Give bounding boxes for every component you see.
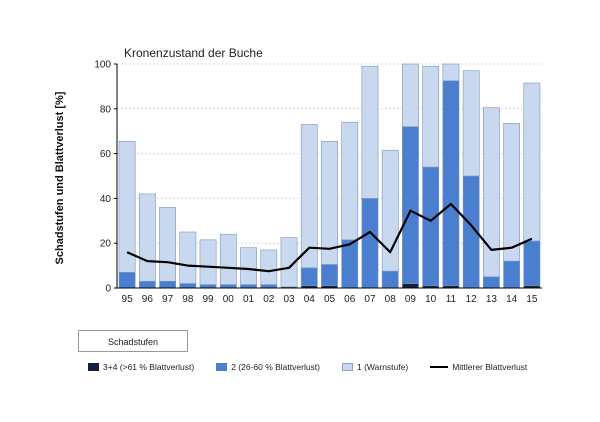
bar-segment-2 <box>341 121 359 241</box>
x-tick-label: 96 <box>142 294 154 305</box>
legend-item-severe: 3+4 (>61 % Blattverlust) <box>88 362 194 372</box>
bar-segment-1 <box>483 276 500 289</box>
y-tick-label: 60 <box>100 149 112 160</box>
x-tick-label: 97 <box>162 294 174 305</box>
bar-segment-2 <box>260 249 278 285</box>
chart-title: Kronenzustand der Buche <box>124 46 263 60</box>
bar-segment-1 <box>300 267 318 287</box>
bar-segment-1 <box>138 280 156 289</box>
x-tick-label: 15 <box>526 294 538 305</box>
bar-segment-2 <box>159 207 176 282</box>
bar-segment-1 <box>402 126 419 284</box>
x-tick-label: 11 <box>446 294 457 305</box>
bar-segment-0 <box>402 283 419 289</box>
bar-segment-2 <box>138 193 156 282</box>
legend-label-moderate: 2 (26-60 % Blattverlust) <box>231 362 321 372</box>
bar-segment-1 <box>179 283 197 289</box>
bar-segment-2 <box>321 140 338 265</box>
bar-segment-1 <box>199 284 217 289</box>
bar-segment-1 <box>442 80 460 287</box>
x-tick-label: 13 <box>486 294 498 305</box>
bar-segment-1 <box>523 240 541 287</box>
x-tick-label: 01 <box>243 294 255 305</box>
bar-segment-2 <box>523 82 541 242</box>
bar-segment-1 <box>503 260 521 289</box>
bar-segment-1 <box>159 280 176 289</box>
bar-segment-2 <box>179 231 197 284</box>
x-tick-label: 09 <box>405 294 417 305</box>
x-tick-label: 98 <box>182 294 194 305</box>
legend-swatch-mean-loss <box>430 366 449 368</box>
bar-segment-2 <box>219 233 237 285</box>
y-tick-label: 40 <box>100 194 112 205</box>
legend-header: Schadstufen <box>78 330 188 352</box>
y-tick-label: 0 <box>105 284 111 295</box>
x-tick-label: 06 <box>344 294 356 305</box>
bar-segment-1 <box>321 264 338 287</box>
bar-segment-2 <box>462 70 480 177</box>
bar-segment-2 <box>118 140 136 273</box>
bar-segment-1 <box>341 239 359 289</box>
legend-swatch-severe <box>88 363 99 371</box>
legend-swatch-moderate <box>216 363 228 371</box>
bar-segment-2 <box>280 237 298 288</box>
x-tick-label: 12 <box>466 294 478 305</box>
bar-segment-1 <box>260 284 278 289</box>
bar-segment-2 <box>422 65 440 168</box>
bar-segment-2 <box>300 124 318 269</box>
x-tick-label: 95 <box>122 294 134 305</box>
legend-swatch-warning <box>342 363 354 371</box>
y-tick-label: 100 <box>94 60 111 71</box>
legend-label-warning: 1 (Warnstufe) <box>357 362 409 372</box>
x-tick-label: 03 <box>283 294 295 305</box>
legend: 3+4 (>61 % Blattverlust) 2 (26-60 % Blat… <box>88 362 549 372</box>
legend-item-mean-loss: Mittlerer Blattverlust <box>430 362 527 372</box>
x-tick-label: 05 <box>324 294 336 305</box>
x-tick-label: 07 <box>364 294 376 305</box>
mean-leaf-loss-line <box>126 202 533 273</box>
bar-segment-1 <box>361 198 379 289</box>
x-tick-label: 14 <box>506 294 518 305</box>
y-tick-label: 80 <box>100 104 112 115</box>
y-tick-label: 20 <box>100 239 112 250</box>
legend-item-moderate: 2 (26-60 % Blattverlust) <box>216 362 320 372</box>
bar-segment-1 <box>240 284 257 289</box>
x-tick-label: 10 <box>425 294 437 305</box>
bar-segment-2 <box>361 65 379 199</box>
bar-segment-2 <box>442 63 460 82</box>
bar-segment-2 <box>503 123 521 262</box>
x-tick-label: 02 <box>263 294 275 305</box>
legend-label-mean-loss: Mittlerer Blattverlust <box>452 362 528 372</box>
bar-segment-2 <box>402 63 419 128</box>
y-axis-label: Schadstufen und Blattverlust [%] <box>54 91 66 265</box>
bar-segment-2 <box>483 107 500 278</box>
bar-segment-1 <box>422 166 440 287</box>
x-tick-label: 08 <box>385 294 397 305</box>
x-tick-label: 04 <box>304 294 316 305</box>
x-tick-label: 00 <box>223 294 235 305</box>
legend-item-warning: 1 (Warnstufe) <box>342 362 408 372</box>
x-tick-label: 99 <box>203 294 215 305</box>
bar-segment-2 <box>240 247 257 285</box>
bar-segment-1 <box>219 284 237 289</box>
bar-segment-2 <box>381 149 399 272</box>
bar-segment-2 <box>199 239 217 285</box>
bar-segment-1 <box>118 272 136 289</box>
bar-segment-1 <box>381 270 399 289</box>
legend-label-severe: 3+4 (>61 % Blattverlust) <box>103 362 195 372</box>
